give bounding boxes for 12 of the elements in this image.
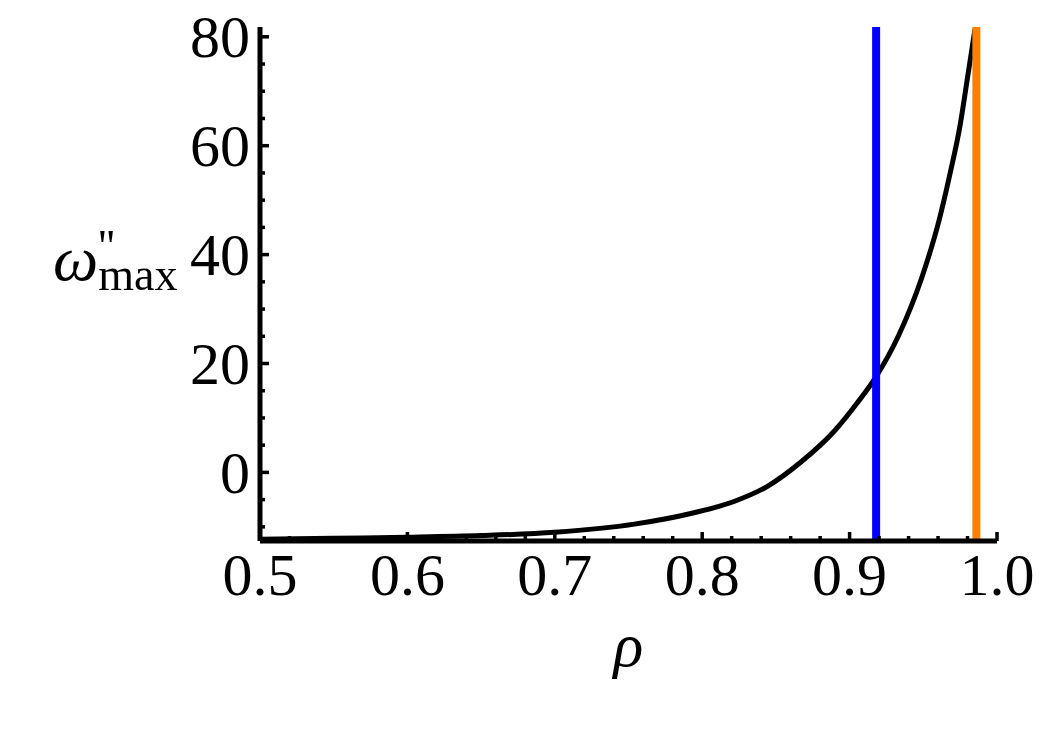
- x-tick-label: 0.6: [369, 542, 445, 608]
- y-tick-label: 60: [190, 113, 250, 180]
- x-tick-label: 1.0: [959, 542, 1035, 608]
- y-tick-label: 80: [190, 4, 250, 71]
- y-tick-label: 0: [220, 439, 250, 506]
- x-tick-label: 0.5: [222, 542, 298, 608]
- x-tick-label: 0.9: [812, 542, 888, 608]
- x-axis-title: ρ: [611, 611, 644, 679]
- x-tick-label: 0.7: [517, 542, 593, 608]
- y-tick-label: 20: [190, 330, 250, 397]
- x-tick-label: 0.8: [664, 542, 740, 608]
- y-tick-label: 40: [190, 222, 250, 288]
